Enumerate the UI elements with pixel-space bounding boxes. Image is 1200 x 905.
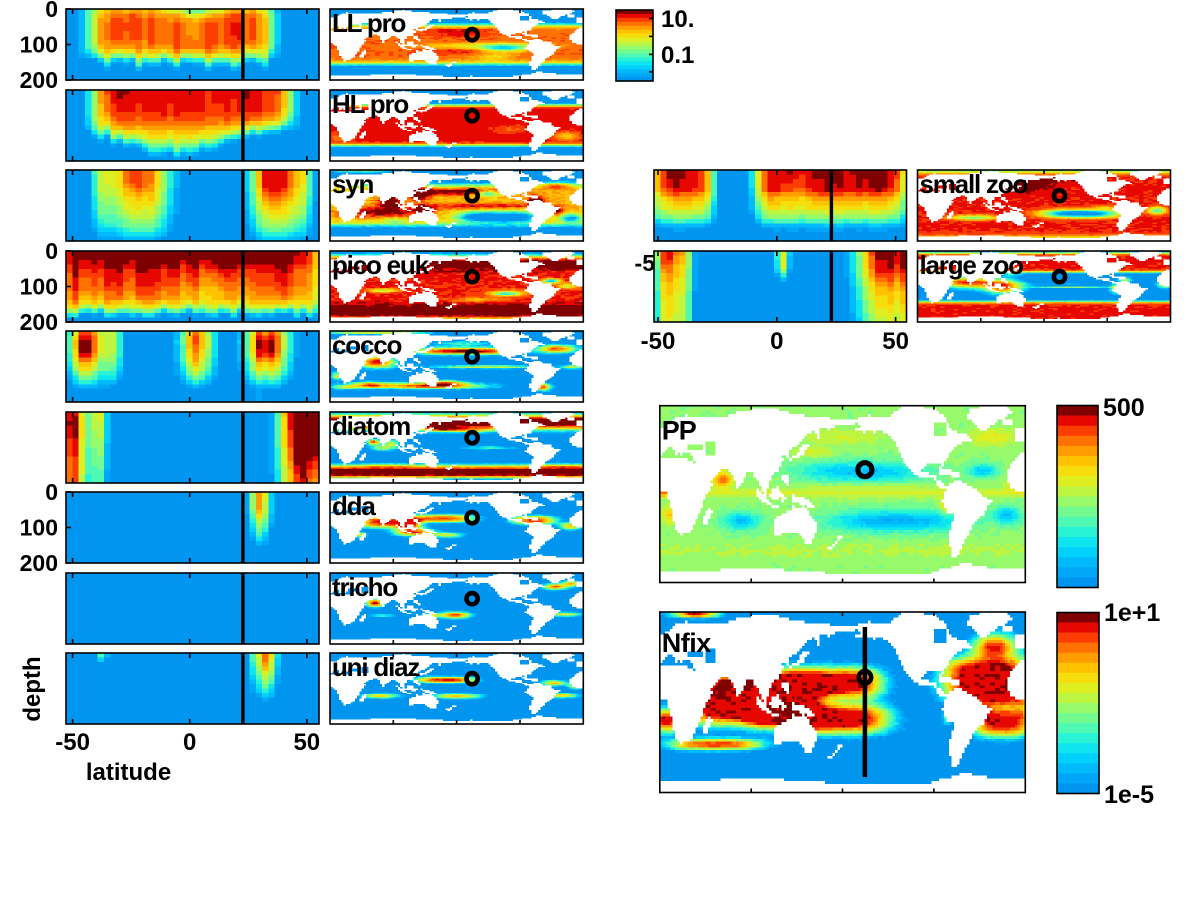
svg-text:-5: -5 xyxy=(635,250,656,276)
svg-text:Nfix: Nfix xyxy=(662,628,711,658)
svg-text:0: 0 xyxy=(45,238,58,264)
svg-text:-50: -50 xyxy=(55,729,90,756)
svg-text:100: 100 xyxy=(20,32,58,58)
svg-text:uni diaz: uni diaz xyxy=(332,652,420,682)
svg-text:10.: 10. xyxy=(661,6,694,33)
svg-text:large zoo: large zoo xyxy=(920,250,1024,280)
svg-text:50: 50 xyxy=(293,729,320,756)
svg-text:depth: depth xyxy=(19,656,46,721)
svg-text:0: 0 xyxy=(45,0,58,22)
svg-text:0: 0 xyxy=(770,328,783,355)
svg-text:500: 500 xyxy=(1103,394,1145,422)
svg-text:LL pro: LL pro xyxy=(332,8,406,38)
svg-text:tricho: tricho xyxy=(332,572,397,602)
svg-text:200: 200 xyxy=(20,309,58,335)
svg-text:cocco: cocco xyxy=(332,330,401,360)
svg-text:PP: PP xyxy=(662,416,697,446)
svg-text:100: 100 xyxy=(20,274,58,300)
svg-text:dda: dda xyxy=(332,491,376,521)
svg-text:0.1: 0.1 xyxy=(661,42,694,69)
svg-text:small zoo: small zoo xyxy=(920,169,1028,199)
svg-text:latitude: latitude xyxy=(86,759,171,786)
svg-text:0: 0 xyxy=(183,729,196,756)
svg-text:diatom: diatom xyxy=(332,411,410,441)
svg-text:50: 50 xyxy=(882,328,909,355)
svg-text:0: 0 xyxy=(45,479,58,505)
svg-text:200: 200 xyxy=(20,67,58,93)
svg-text:1e+1: 1e+1 xyxy=(1104,599,1160,627)
svg-text:syn: syn xyxy=(332,169,374,199)
svg-text:100: 100 xyxy=(20,515,58,541)
svg-text:HL pro: HL pro xyxy=(332,89,408,119)
svg-text:pico euk: pico euk xyxy=(332,250,430,280)
svg-text:1e-5: 1e-5 xyxy=(1104,781,1154,809)
svg-text:-50: -50 xyxy=(641,328,676,355)
svg-text:200: 200 xyxy=(20,550,58,576)
